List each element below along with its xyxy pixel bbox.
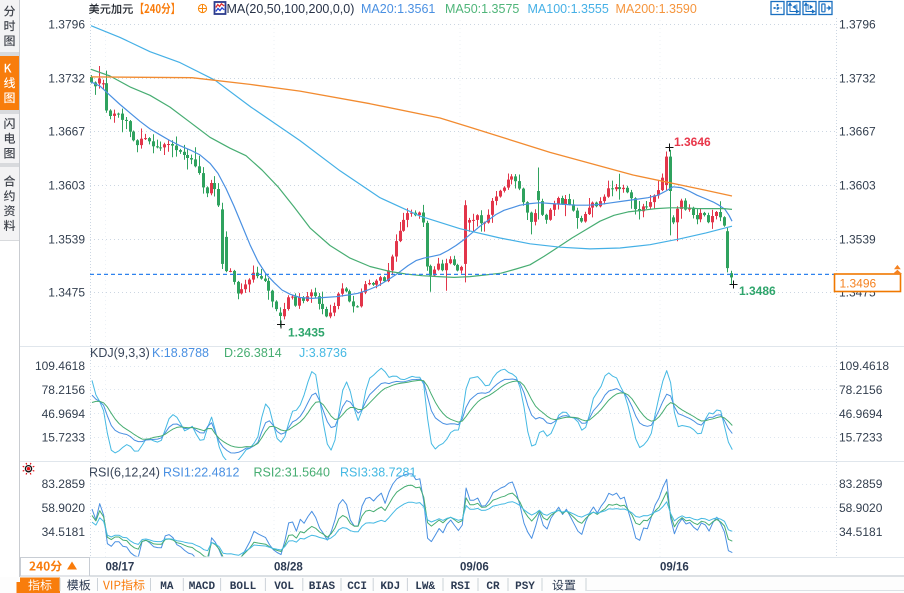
svg-text:1.3539: 1.3539 xyxy=(48,233,85,247)
svg-text:1.3475: 1.3475 xyxy=(48,286,85,300)
svg-text:1.3486: 1.3486 xyxy=(739,284,776,298)
svg-text:1.3667: 1.3667 xyxy=(48,125,85,139)
svg-text:MACD: MACD xyxy=(189,581,216,593)
svg-text:34.5181: 34.5181 xyxy=(839,525,883,539)
svg-text:PSY: PSY xyxy=(515,581,535,593)
svg-text:1.3646: 1.3646 xyxy=(674,135,711,149)
svg-text:1.3667: 1.3667 xyxy=(839,125,876,139)
svg-text:BOLL: BOLL xyxy=(230,581,257,593)
svg-text:KDJ(9,3,3): KDJ(9,3,3) xyxy=(90,346,150,360)
svg-text:MA: MA xyxy=(160,581,174,593)
svg-text:MA200:1.3590: MA200:1.3590 xyxy=(616,2,697,16)
svg-text:46.9694: 46.9694 xyxy=(42,407,86,421)
svg-text:08/17: 08/17 xyxy=(106,562,135,574)
svg-text:RSI: RSI xyxy=(451,581,471,593)
svg-text:34.5181: 34.5181 xyxy=(42,525,86,539)
svg-text:78.2156: 78.2156 xyxy=(42,383,86,397)
svg-text:1.3796: 1.3796 xyxy=(839,18,876,32)
svg-text:09/06: 09/06 xyxy=(460,562,489,574)
svg-text:RSI2:31.5640: RSI2:31.5640 xyxy=(254,466,330,480)
svg-text:15.7233: 15.7233 xyxy=(42,431,86,445)
svg-text:D:26.3814: D:26.3814 xyxy=(224,346,282,360)
svg-text:BIAS: BIAS xyxy=(309,581,336,593)
svg-text:MA50:1.3575: MA50:1.3575 xyxy=(445,2,519,16)
svg-text:RSI3:38.7281: RSI3:38.7281 xyxy=(340,466,416,480)
svg-text:K:18.8788: K:18.8788 xyxy=(152,346,209,360)
svg-text:MA20:1.3561: MA20:1.3561 xyxy=(361,2,435,16)
svg-text:1.3603: 1.3603 xyxy=(48,179,85,193)
svg-text:109.4618: 109.4618 xyxy=(35,359,85,373)
svg-text:78.2156: 78.2156 xyxy=(839,383,883,397)
svg-text:1.3496: 1.3496 xyxy=(840,277,877,291)
svg-text:1.3796: 1.3796 xyxy=(48,18,85,32)
svg-text:KDJ: KDJ xyxy=(380,581,400,593)
svg-text:08/28: 08/28 xyxy=(274,562,303,574)
svg-text:1.3539: 1.3539 xyxy=(839,233,876,247)
svg-text:CCI: CCI xyxy=(347,581,367,593)
svg-text:15.7233: 15.7233 xyxy=(839,431,883,445)
svg-text:LW&: LW& xyxy=(415,581,435,593)
svg-text:109.4618: 109.4618 xyxy=(839,359,889,373)
svg-text:VOL: VOL xyxy=(274,581,294,593)
svg-text:J:3.8736: J:3.8736 xyxy=(299,346,347,360)
svg-text:CR: CR xyxy=(486,581,500,593)
svg-text:1.3603: 1.3603 xyxy=(839,179,876,193)
svg-text:09/16: 09/16 xyxy=(660,562,689,574)
svg-text:83.2859: 83.2859 xyxy=(42,477,86,491)
svg-text:58.9020: 58.9020 xyxy=(42,501,86,515)
svg-text:MA(20,50,100,200,0,0): MA(20,50,100,200,0,0) xyxy=(227,2,355,16)
svg-text:46.9694: 46.9694 xyxy=(839,407,883,421)
svg-text:1.3435: 1.3435 xyxy=(288,326,325,340)
svg-text:MA100:1.3555: MA100:1.3555 xyxy=(528,2,609,16)
svg-text:83.2859: 83.2859 xyxy=(839,477,883,491)
svg-text:RSI1:22.4812: RSI1:22.4812 xyxy=(163,466,239,480)
svg-text:58.9020: 58.9020 xyxy=(839,501,883,515)
svg-text:1.3732: 1.3732 xyxy=(839,72,876,86)
svg-text:1.3732: 1.3732 xyxy=(48,72,85,86)
svg-text:RSI(6,12,24): RSI(6,12,24) xyxy=(89,466,160,480)
